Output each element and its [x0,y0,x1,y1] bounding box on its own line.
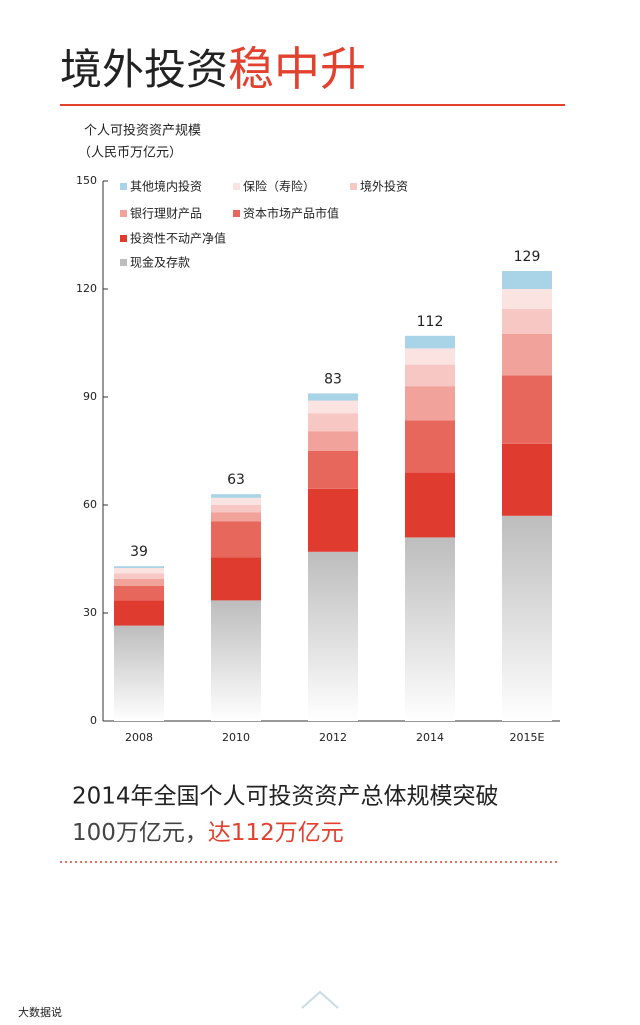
bar-segment [502,271,552,289]
bar-segment [405,335,455,349]
bar-segment [211,512,261,522]
bar-segment [502,289,552,309]
legend-swatch [120,235,127,242]
bar-segment [114,578,164,586]
y-tick-label: 60 [83,498,97,511]
y-tick-label: 0 [90,714,97,727]
title-main: 境外投资 [60,45,228,94]
bar-segment [211,505,261,513]
note-line: 2014年全国个人可投资资产总体规模突破 [72,784,499,810]
title-accent: 稳中升 [228,42,366,96]
bar-segment [211,497,261,505]
x-tick-label: 2008 [125,731,153,744]
scroll-arrow [301,990,339,1009]
bar-segment [114,586,164,601]
note-highlight: 达112万亿元 [208,820,344,846]
legend-label: 现金及存款 [130,255,190,270]
y-axis-label: 个人可投资资产规模 [84,123,201,139]
legend-swatch [120,183,127,190]
bar-segment [405,472,455,538]
bar-segment [405,420,455,473]
bar-segment [405,348,455,365]
bar-segment [308,393,358,401]
bar-segment [211,494,261,498]
legend-label: 保险（寿险） [243,179,315,194]
bar-segment [114,566,164,568]
x-tick-label: 2014 [416,731,444,744]
bar-segment [308,431,358,451]
bar-segment [502,515,552,721]
bar-segment [502,443,552,516]
legend-label: 其他境内投资 [130,179,202,194]
x-tick-label: 2012 [319,731,347,744]
bar-segment [308,451,358,489]
y-axis-unit: （人民币万亿元） [78,146,182,161]
bar-segment [114,625,164,721]
legend-swatch [120,210,127,217]
total-label: 83 [324,371,342,387]
bar-segment [405,537,455,721]
watermark: 大数据说 [18,1005,62,1019]
y-tick-label: 30 [83,606,97,619]
legend-swatch [233,183,240,190]
bar-segment [308,413,358,432]
x-tick-label: 2015E [510,731,545,744]
y-tick-label: 90 [83,390,97,403]
bar-segment [502,375,552,444]
bar-segment [114,573,164,579]
bar-segment [211,600,261,721]
total-label: 112 [417,314,444,330]
bar-segment [308,551,358,721]
legend-swatch [120,259,127,266]
legend-label: 境外投资 [360,179,408,194]
bar-segment [211,521,261,558]
y-tick-label: 120 [76,282,97,295]
y-tick-label: 150 [76,174,97,187]
bar-segment [308,400,358,414]
bar-segment [405,364,455,387]
bar-segment [502,308,552,334]
legend-label: 银行理财产品 [130,207,202,221]
note-line: 100万亿元，达112万亿元 [72,820,344,846]
legend-swatch [233,210,240,217]
total-label: 129 [514,249,541,265]
legend-label: 资本市场产品市值 [243,206,339,221]
bar-segment [114,600,164,626]
bar-segment [308,488,358,552]
x-tick-label: 2010 [222,731,250,744]
legend-label: 投资性不动产净值 [130,231,226,246]
bar-segment [405,386,455,421]
bar-segment [502,334,552,376]
legend-swatch [350,183,357,190]
title: 境外投资稳中升 [60,42,366,96]
total-label: 63 [227,472,245,488]
note-text: 100万亿元， [72,820,208,846]
total-label: 39 [130,544,148,560]
bar-segment [211,557,261,601]
bar-segment [114,568,164,574]
